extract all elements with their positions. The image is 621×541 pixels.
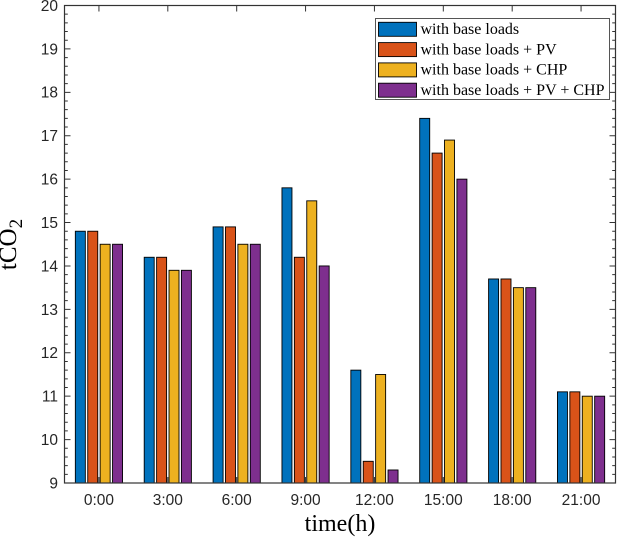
- svg-text:10: 10: [41, 432, 59, 449]
- svg-text:20: 20: [41, 0, 59, 15]
- svg-text:12: 12: [41, 345, 58, 362]
- svg-text:15:00: 15:00: [424, 492, 463, 509]
- svg-text:with base loads + CHP: with base loads + CHP: [421, 62, 568, 79]
- svg-text:12:00: 12:00: [355, 492, 394, 509]
- svg-text:0:00: 0:00: [84, 492, 115, 509]
- svg-text:18: 18: [41, 85, 58, 102]
- svg-text:6:00: 6:00: [222, 492, 253, 509]
- svg-text:with base loads: with base loads: [421, 21, 520, 38]
- svg-text:16: 16: [41, 172, 58, 189]
- svg-text:11: 11: [42, 389, 58, 406]
- svg-text:9: 9: [49, 475, 58, 492]
- svg-text:9:00: 9:00: [290, 492, 321, 509]
- svg-text:18:00: 18:00: [493, 492, 532, 509]
- svg-text:21:00: 21:00: [562, 492, 601, 509]
- svg-text:3:00: 3:00: [153, 492, 184, 509]
- svg-text:19: 19: [41, 41, 58, 58]
- svg-text:13: 13: [41, 302, 58, 319]
- svg-text:with base loads + PV + CHP: with base loads + PV + CHP: [421, 82, 605, 99]
- svg-text:with base loads + PV: with base loads + PV: [421, 41, 558, 58]
- svg-text:14: 14: [41, 258, 59, 275]
- svg-text:17: 17: [41, 128, 58, 145]
- svg-text:15: 15: [41, 215, 58, 232]
- svg-text:time(h): time(h): [305, 511, 376, 537]
